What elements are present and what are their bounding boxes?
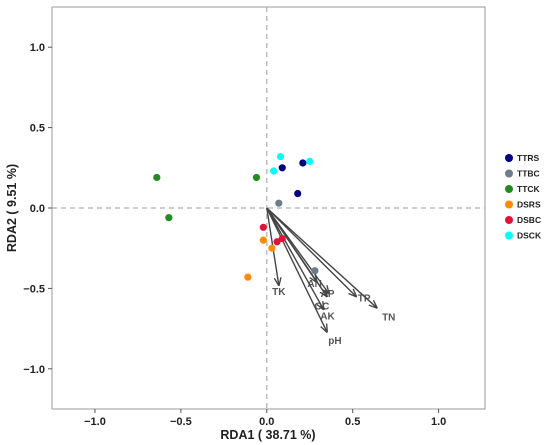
- y-tick-label: 0.0: [30, 203, 45, 215]
- arrow-tp: [266, 207, 356, 296]
- point-ttck: [153, 173, 161, 182]
- point-ttbc: [311, 267, 319, 275]
- legend-marker-ttrs: [505, 154, 513, 162]
- point-ttbc: [275, 199, 283, 207]
- arrow-label-an: AN: [307, 279, 321, 290]
- point-ttrs: [299, 159, 307, 167]
- legend-label-dsbc: DSBC: [517, 215, 541, 225]
- y-tick-label: −1.0: [23, 364, 45, 376]
- y-tick-label: 0.5: [30, 123, 45, 135]
- legend-box: [500, 149, 548, 244]
- arrow-label-ak: AK: [320, 311, 335, 322]
- x-tick-label: 0.0: [259, 416, 274, 428]
- point-dsrs: [268, 244, 276, 252]
- x-tick-label: −1.0: [84, 416, 106, 428]
- arrow-tn: [266, 207, 377, 308]
- arrow-ph: [266, 207, 327, 332]
- point-dsrs: [244, 273, 252, 281]
- arrow-ak: [266, 207, 324, 309]
- point-dsbc: [273, 238, 281, 246]
- y-axis-title: RDA2 ( 9.51 %): [5, 164, 19, 252]
- environmental-vectors: TKANAPOCTPTNAKpH: [266, 207, 395, 347]
- point-ttck: [165, 214, 173, 222]
- legend-label-ttck: TTCK: [517, 184, 541, 194]
- point-dsbc: [259, 223, 267, 231]
- legend: TTRS TTBC TTCK DSRS DSBC DSCK: [500, 149, 548, 244]
- legend-label-ttrs: TTRS: [517, 153, 540, 163]
- x-tick-label: −0.5: [170, 416, 192, 428]
- point-dsck: [276, 152, 285, 161]
- arrow-oc: [266, 207, 327, 296]
- legend-marker-ttbc: [505, 169, 513, 178]
- x-tick-label: 1.0: [431, 416, 446, 428]
- point-dsck: [306, 157, 314, 165]
- legend-label-dsrs: DSRS: [517, 200, 541, 210]
- point-ttck: [252, 173, 261, 182]
- x-axis-title: RDA1 ( 38.71 %): [220, 428, 315, 442]
- x-axis-ticks: −1.0 −0.5 0.0 0.5 1.0: [84, 409, 446, 428]
- point-dsck: [270, 167, 278, 175]
- arrow-label-tp: TP: [358, 293, 371, 304]
- legend-marker-ttck: [505, 185, 513, 193]
- y-tick-label: −0.5: [23, 283, 45, 295]
- point-dsrs: [259, 236, 267, 244]
- sample-points: [153, 152, 319, 281]
- legend-marker-dsrs: [505, 200, 513, 209]
- arrow-label-tn: TN: [382, 313, 395, 324]
- point-dsbc: [278, 234, 286, 243]
- y-axis-ticks: 1.0 0.5 0.0 −0.5 −1.0: [23, 42, 52, 376]
- legend-label-dsck: DSCK: [517, 231, 542, 241]
- point-ttrs: [294, 189, 302, 198]
- arrow-label-tk: TK: [272, 287, 286, 298]
- x-tick-label: 0.5: [345, 416, 360, 428]
- y-tick-label: 1.0: [30, 42, 45, 54]
- arrow-label-ph: pH: [328, 336, 341, 347]
- legend-marker-dsck: [505, 231, 513, 240]
- legend-label-ttbc: TTBC: [517, 169, 540, 179]
- point-ttrs: [278, 164, 286, 172]
- legend-marker-dsbc: [505, 216, 513, 224]
